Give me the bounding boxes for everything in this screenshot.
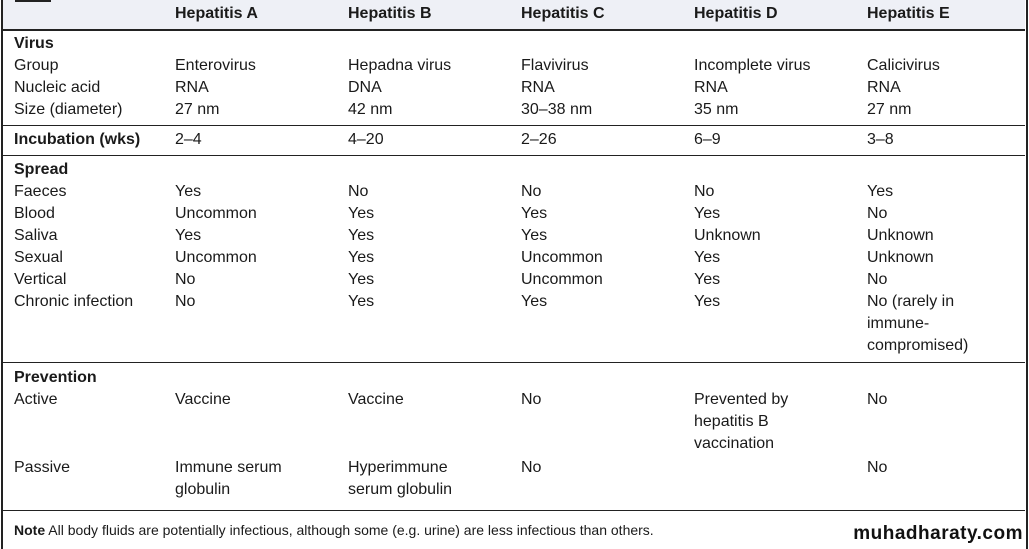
table-cell: Incomplete virus xyxy=(694,57,811,74)
table-cell: Uncommon xyxy=(175,205,257,222)
table-note: Note All body fluids are potentially inf… xyxy=(14,522,654,538)
table-cell: Yes xyxy=(175,227,202,244)
table-cell: Yes xyxy=(348,293,375,310)
table-cell: Yes xyxy=(694,205,721,222)
table-header xyxy=(3,0,1025,31)
table-cell: No xyxy=(175,293,196,310)
table-cell: 27 nm xyxy=(867,101,912,118)
table-cell: 2–4 xyxy=(175,131,202,148)
table-cell: Yes xyxy=(694,293,721,310)
table-cell: Yes xyxy=(521,293,548,310)
row-label: Chronic infection xyxy=(14,293,134,310)
table-cell: 6–9 xyxy=(694,131,721,148)
table-cell: Yes xyxy=(521,227,548,244)
table-cell: No xyxy=(694,183,715,200)
table-cell: 2–26 xyxy=(521,131,557,148)
row-label: Active xyxy=(14,391,58,408)
table-cell: Prevented by hepatitis B vaccination xyxy=(694,391,789,452)
table-cell: Yes xyxy=(867,183,894,200)
table-cell: No xyxy=(867,391,888,408)
column-header: Hepatitis E xyxy=(867,5,950,22)
row-label: Size (diameter) xyxy=(14,101,123,118)
table-cell: Yes xyxy=(348,271,375,288)
table-cell: Calicivirus xyxy=(867,57,940,74)
table-cell: Uncommon xyxy=(521,249,603,266)
table-cell: Flavivirus xyxy=(521,57,589,74)
watermark-logo: muhadharaty.com xyxy=(853,523,1023,544)
section-title: Virus xyxy=(14,35,54,52)
table-cell: 42 nm xyxy=(348,101,393,118)
table-cell: Vaccine xyxy=(348,391,404,408)
row-divider xyxy=(3,510,1025,511)
table-cell: No xyxy=(521,183,542,200)
table-cell: No (rarely in immune- compromised) xyxy=(867,293,969,354)
table-cell: Yes xyxy=(175,183,202,200)
table-cell: 4–20 xyxy=(348,131,384,148)
table-cell: Hepadna virus xyxy=(348,57,452,74)
note-text: All body fluids are potentially infectio… xyxy=(45,522,654,538)
section-title: Prevention xyxy=(14,369,97,386)
table-cell: Yes xyxy=(348,205,375,222)
section-title: Spread xyxy=(14,161,69,178)
table-cell: RNA xyxy=(175,79,209,96)
row-label: Sexual xyxy=(14,249,63,266)
table-cell: No xyxy=(521,391,542,408)
table-cell: Hyperimmune serum globulin xyxy=(348,458,453,498)
table-cell: Immune serum globulin xyxy=(175,458,282,498)
table-cell: Uncommon xyxy=(521,271,603,288)
table-cell: No xyxy=(867,205,888,222)
row-label: Faeces xyxy=(14,183,67,200)
table-cell: Yes xyxy=(348,227,375,244)
row-divider xyxy=(3,362,1025,363)
table-cell: 30–38 nm xyxy=(521,101,593,118)
column-header: Hepatitis B xyxy=(348,5,432,22)
table-cell: No xyxy=(521,458,542,476)
column-header: Hepatitis D xyxy=(694,5,778,22)
table-cell: RNA xyxy=(694,79,728,96)
table-cell: RNA xyxy=(521,79,555,96)
row-divider xyxy=(3,155,1025,156)
corner-tab xyxy=(15,0,51,2)
row-label: Saliva xyxy=(14,227,58,244)
table-cell: Yes xyxy=(348,249,375,266)
column-header: Hepatitis A xyxy=(175,5,258,22)
table-cell: Unknown xyxy=(867,249,934,266)
table-cell: DNA xyxy=(348,79,382,96)
table-cell: No xyxy=(867,271,888,288)
table-cell: 27 nm xyxy=(175,101,220,118)
table-cell: Unknown xyxy=(694,227,761,244)
row-label: Nucleic acid xyxy=(14,79,101,96)
table-cell: No xyxy=(348,183,369,200)
row-label: Group xyxy=(14,57,59,74)
table-cell: 3–8 xyxy=(867,131,894,148)
table-cell: Yes xyxy=(521,205,548,222)
table-cell: Vaccine xyxy=(175,391,231,408)
table-cell: Uncommon xyxy=(175,249,257,266)
table-cell: No xyxy=(175,271,196,288)
note-label: Note xyxy=(14,522,46,538)
table-cell: Yes xyxy=(694,249,721,266)
table-cell: Unknown xyxy=(867,227,934,244)
row-divider xyxy=(3,125,1025,126)
column-header: Hepatitis C xyxy=(521,5,605,22)
table-cell: 35 nm xyxy=(694,101,739,118)
row-label: Blood xyxy=(14,205,55,222)
table-cell: Enterovirus xyxy=(175,57,256,74)
section-title: Incubation (wks) xyxy=(14,131,141,148)
row-label: Vertical xyxy=(14,271,67,288)
table-cell: RNA xyxy=(867,79,901,96)
table-cell: No xyxy=(867,458,888,476)
table-cell: Yes xyxy=(694,271,721,288)
row-label: Passive xyxy=(14,458,71,476)
